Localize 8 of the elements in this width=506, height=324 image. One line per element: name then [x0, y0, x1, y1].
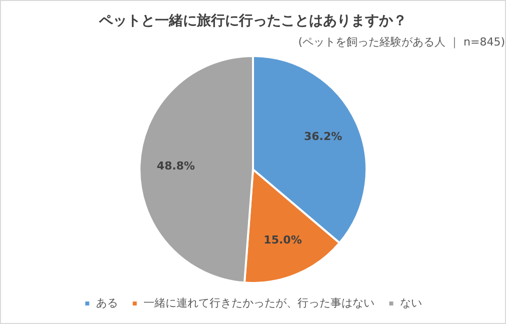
chart-title: ペットと一緒に旅行に行ったことはありますか？ [98, 13, 407, 30]
chart-subtitle: (ペットを飼った経験がある人 ｜ n=845) [298, 35, 505, 48]
data-label: 48.8% [156, 159, 195, 172]
data-label: 15.0% [264, 234, 302, 247]
legend-label: 一緒に連れて行きたかったが、行った事はない [143, 296, 374, 310]
legend-label: ない [400, 296, 422, 310]
data-label: 36.2% [304, 130, 342, 143]
legend-label: ある [96, 296, 118, 310]
